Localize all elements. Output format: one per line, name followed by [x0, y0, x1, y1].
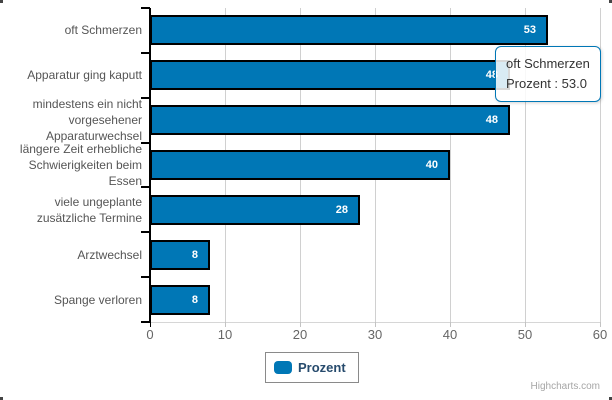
bar[interactable]: 8 — [150, 239, 210, 270]
tooltip-value: Prozent : 53.0 — [506, 76, 587, 91]
axis-tick-label: 10 — [217, 327, 233, 342]
y-axis-line — [149, 8, 151, 322]
category-tick — [141, 141, 150, 144]
x-axis-tick — [449, 322, 451, 327]
bar-value-label: 53 — [523, 24, 536, 37]
bar[interactable]: 48 — [150, 105, 510, 136]
category-label: Apparatur ging kaputt — [27, 68, 142, 83]
legend-label: Prozent — [298, 360, 346, 375]
category-tick — [141, 231, 150, 234]
bar-value-label: 28 — [335, 203, 348, 216]
legend-item-prozent[interactable]: Prozent — [265, 352, 359, 383]
corner-mark — [0, 397, 3, 400]
category-tick — [141, 96, 150, 99]
gridline — [524, 8, 526, 322]
category-tick — [141, 186, 150, 189]
bar-value-label: 40 — [425, 159, 438, 171]
category-label: mindestens ein nicht vorgesehener Appara… — [32, 97, 142, 144]
bar-value-label: 8 — [191, 248, 198, 261]
corner-mark — [0, 0, 3, 3]
bar[interactable]: 8 — [150, 284, 210, 315]
x-axis-tick — [299, 322, 301, 327]
x-axis-tick — [224, 322, 226, 327]
corner-mark — [609, 397, 612, 400]
category-label: Spange verloren — [53, 292, 142, 307]
legend-symbol — [274, 361, 292, 374]
axis-tick-label: 40 — [442, 327, 458, 342]
gridline — [449, 8, 451, 322]
category-label: längere Zeit erhebliche Schwierigkeiten … — [19, 141, 142, 188]
bar-value-label: 48 — [485, 69, 498, 82]
bar[interactable]: 28 — [150, 194, 360, 225]
x-axis-tick — [524, 322, 526, 327]
bar[interactable]: 48 — [150, 60, 510, 91]
gridline — [599, 8, 601, 322]
x-axis-tick — [149, 322, 151, 327]
category-label: oft Schmerzen — [64, 23, 142, 38]
bar[interactable]: 40 — [150, 150, 450, 180]
bar[interactable]: 53 — [150, 15, 548, 46]
bar-value-label: 48 — [485, 114, 498, 127]
category-tick — [141, 321, 150, 323]
x-axis-tick — [374, 322, 376, 327]
category-label: Arztwechsel — [77, 247, 142, 262]
axis-tick-label: 50 — [517, 327, 533, 342]
axis-tick-label: 60 — [592, 327, 608, 342]
corner-mark — [609, 0, 612, 3]
tooltip-category: oft Schmerzen — [506, 56, 590, 71]
category-tick — [141, 51, 150, 54]
tooltip: oft Schmerzen Prozent : 53.0 — [495, 46, 601, 102]
category-tick — [141, 7, 150, 9]
axis-tick-label: 20 — [292, 327, 308, 342]
category-label: viele ungeplante zusätzliche Termine — [36, 194, 142, 225]
x-axis-tick — [599, 322, 601, 327]
category-tick — [141, 276, 150, 279]
axis-tick-label: 30 — [367, 327, 383, 342]
highcharts-credit-link[interactable]: Highcharts.com — [530, 381, 600, 392]
bar-value-label: 8 — [191, 293, 198, 306]
axis-tick-label: 0 — [146, 327, 154, 342]
